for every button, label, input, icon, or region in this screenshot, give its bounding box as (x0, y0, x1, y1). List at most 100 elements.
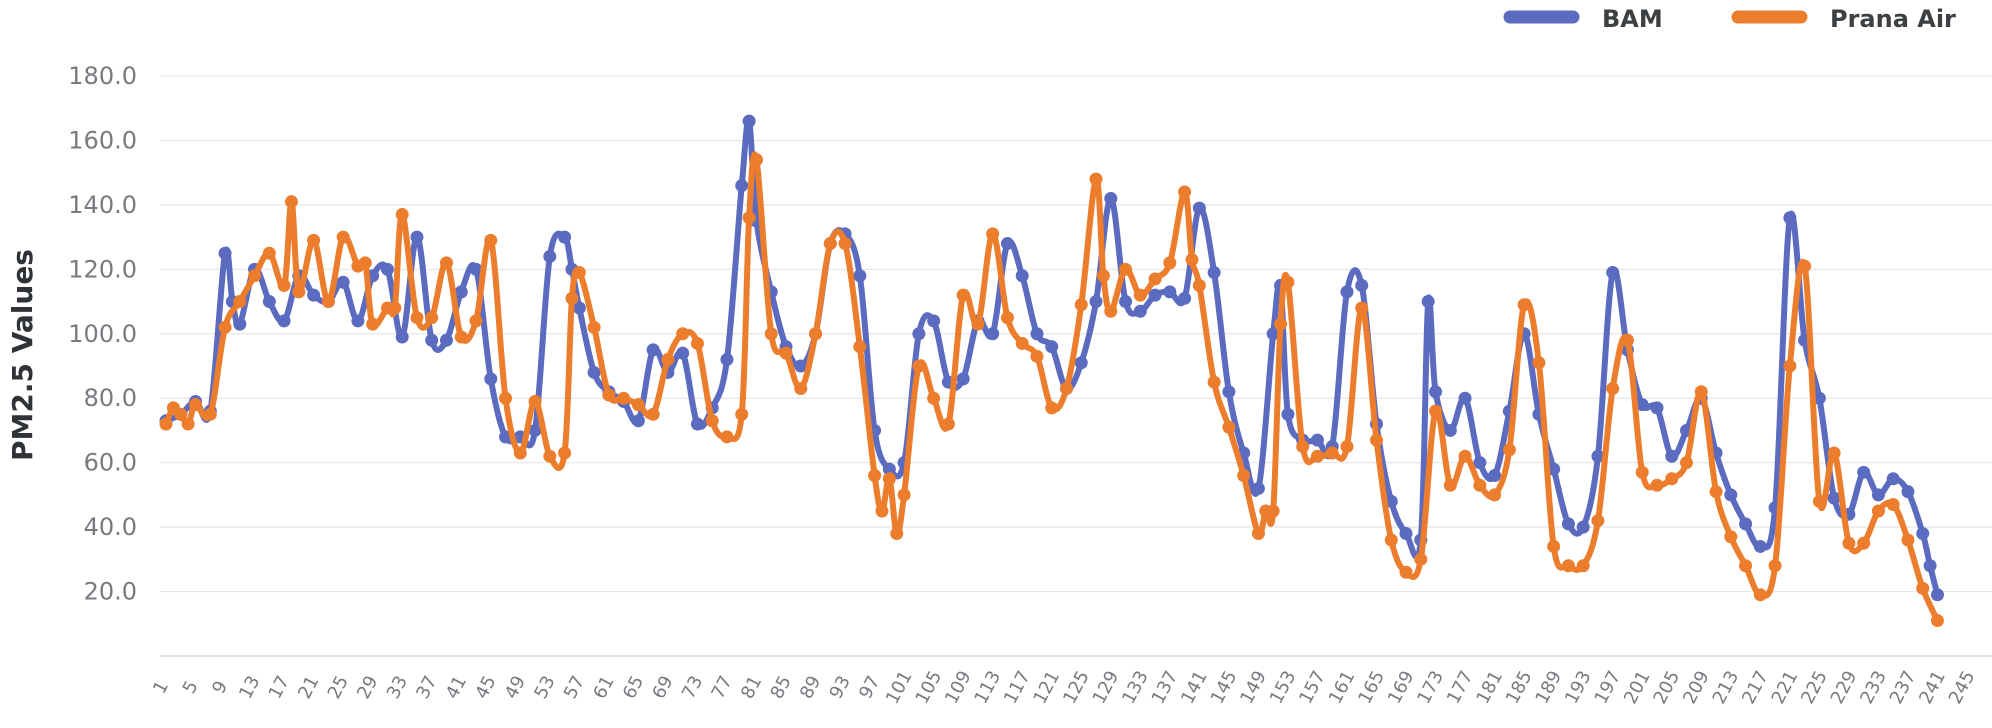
x-tick-label: 85 (767, 672, 796, 702)
data-point (927, 314, 941, 328)
y-tick-label: 180.0 (68, 62, 137, 90)
data-point (1547, 539, 1561, 553)
data-point (661, 353, 675, 367)
data-point (1724, 488, 1738, 502)
data-point (1340, 440, 1354, 454)
data-point (823, 237, 837, 251)
data-point (742, 114, 756, 128)
data-point (676, 346, 690, 360)
data-point (307, 233, 321, 247)
data-point (410, 311, 424, 325)
data-point (321, 295, 335, 309)
x-tick-label: 213 (1709, 667, 1744, 707)
x-tick-label: 121 (1030, 667, 1065, 707)
data-point (1104, 191, 1118, 205)
data-point (388, 301, 402, 315)
data-point (735, 407, 749, 421)
x-tick-label: 125 (1059, 667, 1094, 707)
data-point (1429, 404, 1443, 418)
x-tick-label: 149 (1236, 667, 1271, 707)
data-point (336, 275, 350, 289)
data-point (1104, 304, 1118, 318)
data-point (1923, 559, 1937, 573)
data-point (233, 317, 247, 331)
data-point (646, 407, 660, 421)
data-point (1458, 391, 1472, 405)
data-point (1901, 533, 1915, 547)
data-point (1665, 449, 1679, 463)
x-tick-label: 1 (149, 677, 173, 697)
x-tick-label: 169 (1384, 667, 1419, 707)
x-tick-label: 233 (1856, 667, 1891, 707)
data-point (439, 333, 453, 347)
x-tick-label: 21 (294, 672, 323, 702)
data-point (484, 233, 498, 247)
data-point (1916, 527, 1930, 541)
data-point (705, 414, 719, 428)
data-point (233, 295, 247, 309)
data-point (631, 398, 645, 412)
data-point (1827, 491, 1841, 505)
y-tick-label: 40.0 (84, 513, 137, 541)
data-point (277, 278, 291, 292)
x-tick-label: 241 (1915, 667, 1950, 707)
data-point (1030, 349, 1044, 363)
data-point (1119, 262, 1133, 276)
data-point (1458, 449, 1472, 463)
data-point (1753, 539, 1767, 553)
x-tick-label: 117 (1000, 667, 1035, 707)
data-point (646, 343, 660, 357)
data-point (986, 227, 1000, 241)
data-point (366, 317, 380, 331)
data-point (897, 488, 911, 502)
x-tick-label: 181 (1472, 667, 1507, 707)
data-point (1399, 565, 1413, 579)
x-tick-label: 193 (1561, 667, 1596, 707)
data-point (720, 430, 734, 444)
series-lines (159, 114, 1944, 628)
data-point (1694, 385, 1708, 399)
data-point (572, 266, 586, 280)
data-point (1827, 446, 1841, 460)
data-point (1724, 530, 1738, 544)
x-tick-label: 77 (707, 672, 736, 702)
data-point (1871, 504, 1885, 518)
data-point (1753, 588, 1767, 602)
data-point (1783, 211, 1797, 225)
series-bam (159, 114, 1944, 602)
data-point (1561, 559, 1575, 573)
data-point (853, 340, 867, 354)
data-point (565, 291, 579, 305)
data-point (971, 317, 985, 331)
data-point (1222, 420, 1236, 434)
data-point (410, 230, 424, 244)
data-point (1000, 237, 1014, 251)
x-tick-label: 45 (471, 672, 500, 702)
x-tick-label: 93 (826, 672, 855, 702)
x-tick-label: 13 (235, 672, 264, 702)
x-tick-label: 65 (619, 672, 648, 702)
data-point (1148, 272, 1162, 286)
data-point (1930, 588, 1944, 602)
data-point (1251, 481, 1265, 495)
data-point (1591, 514, 1605, 528)
data-point (587, 320, 601, 334)
data-point (1355, 301, 1369, 315)
y-tick-label: 100.0 (68, 320, 137, 348)
data-point (1488, 488, 1502, 502)
data-point (284, 195, 298, 209)
data-point (1133, 288, 1147, 302)
x-tick-label: 245 (1945, 667, 1980, 707)
data-point (1192, 278, 1206, 292)
legend: BAM Prana Air (1503, 5, 1956, 33)
series-line (163, 151, 1941, 624)
x-tick-label: 197 (1591, 667, 1626, 707)
data-point (1635, 398, 1649, 412)
data-point (617, 391, 631, 405)
data-point (159, 417, 173, 431)
data-point (439, 256, 453, 270)
x-tick-label: 153 (1266, 667, 1301, 707)
x-tick-label: 129 (1089, 667, 1124, 707)
data-point (1473, 478, 1487, 492)
